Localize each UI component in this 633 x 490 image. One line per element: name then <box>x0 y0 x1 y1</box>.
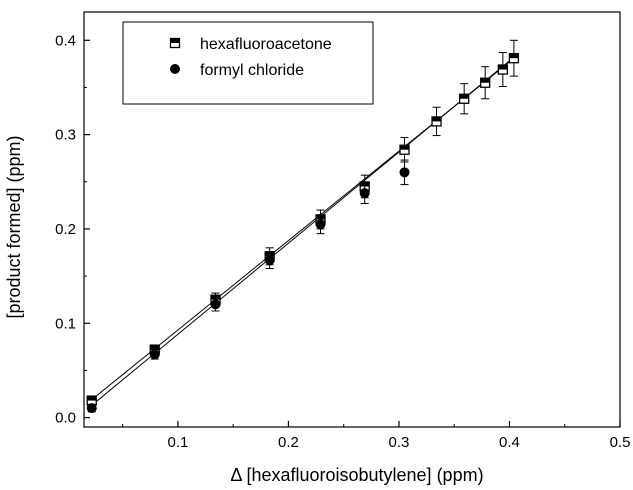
series-2-point-1 <box>86 403 97 414</box>
y-tick-label-3: 0.2 <box>55 221 76 238</box>
legend-box <box>122 21 374 105</box>
legend-label-2: formyl chloride <box>200 62 304 79</box>
fit-line-2 <box>91 56 515 406</box>
series-1-point-10-fill <box>480 78 490 83</box>
series-1-point-11-fill <box>498 65 508 70</box>
plot-frame <box>83 11 621 428</box>
series-1-point-10 <box>480 77 491 88</box>
series-2-point-3 <box>210 299 221 310</box>
y-tick-label-1: 0.0 <box>55 410 76 427</box>
series-2-point-5 <box>315 219 326 230</box>
x-tick-label-1: 0.1 <box>168 434 189 451</box>
series-1-point-11 <box>497 64 509 75</box>
plot-area: 0.1 0.2 0.3 0.4 0.5 0.0 0.1 0.2 0.3 0.4 <box>55 11 631 451</box>
series-1-point-8 <box>431 116 442 127</box>
y-tick-label-2: 0.1 <box>55 315 76 332</box>
y-axis-label: [product formed] (ppm) <box>4 135 24 318</box>
x-tick-label-3: 0.3 <box>389 434 410 451</box>
series-2-point-7 <box>399 167 410 178</box>
series-1-point-9-fill <box>459 94 469 99</box>
series-1-point-8-fill <box>432 116 442 122</box>
legend: hexafluoroacetone formyl chloride <box>122 21 374 105</box>
x-tick-label-5: 0.5 <box>610 434 631 451</box>
series-2-point-4 <box>264 255 275 266</box>
series-1-point-12-fill <box>509 53 519 59</box>
series-1-point-7-fill <box>399 145 409 150</box>
x-tick-label-4: 0.4 <box>499 434 520 451</box>
x-tick-label-2: 0.2 <box>278 434 299 451</box>
y-tick-label-5: 0.4 <box>55 32 76 49</box>
x-axis-label: Δ [hexafluoroisobutylene] (ppm) <box>230 465 483 485</box>
legend-marker-2 <box>170 64 180 74</box>
legend-label-1: hexafluoroacetone <box>200 36 332 53</box>
series-1-point-12 <box>508 53 520 64</box>
legend-marker-1 <box>169 37 181 49</box>
series-1-point-2-fill <box>150 345 160 350</box>
y-tick-label-4: 0.3 <box>55 127 76 144</box>
series-1-point-9 <box>459 93 470 104</box>
series-2-point-2 <box>149 349 160 360</box>
series-1-point-7 <box>399 144 410 155</box>
series-1-point-1-fill <box>87 396 97 401</box>
legend-marker-1-fill <box>170 38 180 43</box>
series-2-point-6 <box>359 188 370 199</box>
